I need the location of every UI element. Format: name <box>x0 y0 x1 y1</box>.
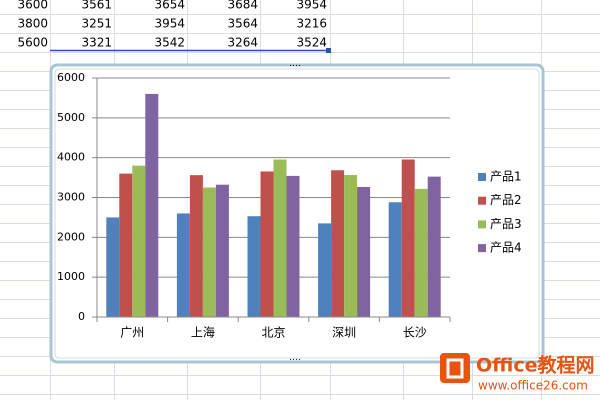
cell: 3524 <box>296 36 327 50</box>
y-tick-label: 0 <box>78 310 85 323</box>
y-tick-label: 3000 <box>57 191 85 204</box>
bar <box>388 202 402 317</box>
x-tick-label: 上海 <box>191 325 215 340</box>
cell: 3600 <box>17 0 48 12</box>
bar <box>414 188 428 317</box>
watermark-brand: Office教程网 <box>476 354 595 377</box>
cell: 5600 <box>17 36 48 50</box>
bar <box>145 93 159 317</box>
cell: 3216 <box>296 17 327 31</box>
bar <box>189 175 203 317</box>
handle[interactable]: ···· <box>289 356 300 366</box>
y-tick-label: 5000 <box>57 111 85 124</box>
fill-handle[interactable] <box>326 48 331 53</box>
cell: 3954 <box>296 0 327 12</box>
cell: 3561 <box>81 0 112 12</box>
cell: 3800 <box>17 17 48 31</box>
legend-swatch <box>478 220 486 229</box>
cell: 3684 <box>227 0 258 12</box>
bar <box>331 170 345 317</box>
legend-label: 产品3 <box>490 217 522 231</box>
watermark: Office教程网 www.office26.com <box>440 353 595 393</box>
bar <box>344 175 358 317</box>
handle[interactable]: ···· <box>289 62 300 72</box>
legend-label: 产品1 <box>490 170 522 184</box>
bar <box>132 165 146 317</box>
bar <box>286 175 300 317</box>
watermark-url: www.office26.com <box>478 379 588 393</box>
cell: 3564 <box>227 17 258 31</box>
chart: 0 1000 2000 3000 4000 5000 6000 广州 上海 北京 深圳 长沙 产品1 产品… <box>57 71 522 340</box>
y-tick-label: 4000 <box>57 151 85 164</box>
bar <box>247 216 261 317</box>
cell: 3264 <box>227 36 258 50</box>
legend-swatch <box>478 173 486 181</box>
y-tick-label: 1000 <box>57 270 85 283</box>
cell: 3321 <box>81 36 112 50</box>
x-tick-label: 深圳 <box>332 326 356 340</box>
bar <box>273 159 287 317</box>
bar <box>119 173 133 317</box>
legend-label: 产品2 <box>490 193 522 207</box>
bar <box>357 186 371 317</box>
cell: 3654 <box>154 0 185 12</box>
cells: 3600 3561 3654 3684 3954 3800 3251 3954 3564 3216… <box>17 0 327 50</box>
bar <box>215 184 229 317</box>
bar <box>176 213 190 317</box>
x-tick-label: 长沙 <box>403 326 427 340</box>
legend-swatch <box>478 244 486 253</box>
legend-swatch <box>478 196 486 205</box>
bar <box>401 159 415 317</box>
bar <box>427 176 441 317</box>
bar <box>106 217 120 317</box>
bar <box>202 187 216 317</box>
bar <box>260 171 274 317</box>
resize-handles: ···· ···· <box>289 62 300 366</box>
cell: 3954 <box>154 17 185 31</box>
x-tick-label: 北京 <box>261 326 285 340</box>
y-tick-label: 6000 <box>57 71 85 84</box>
x-tick-label: 广州 <box>120 326 144 340</box>
watermark-icon-glyph <box>446 358 464 379</box>
y-tick-label: 2000 <box>57 230 85 243</box>
cell: 3251 <box>81 17 112 31</box>
legend-label: 产品4 <box>490 241 522 255</box>
bar <box>318 223 332 317</box>
cell: 3542 <box>154 36 185 50</box>
